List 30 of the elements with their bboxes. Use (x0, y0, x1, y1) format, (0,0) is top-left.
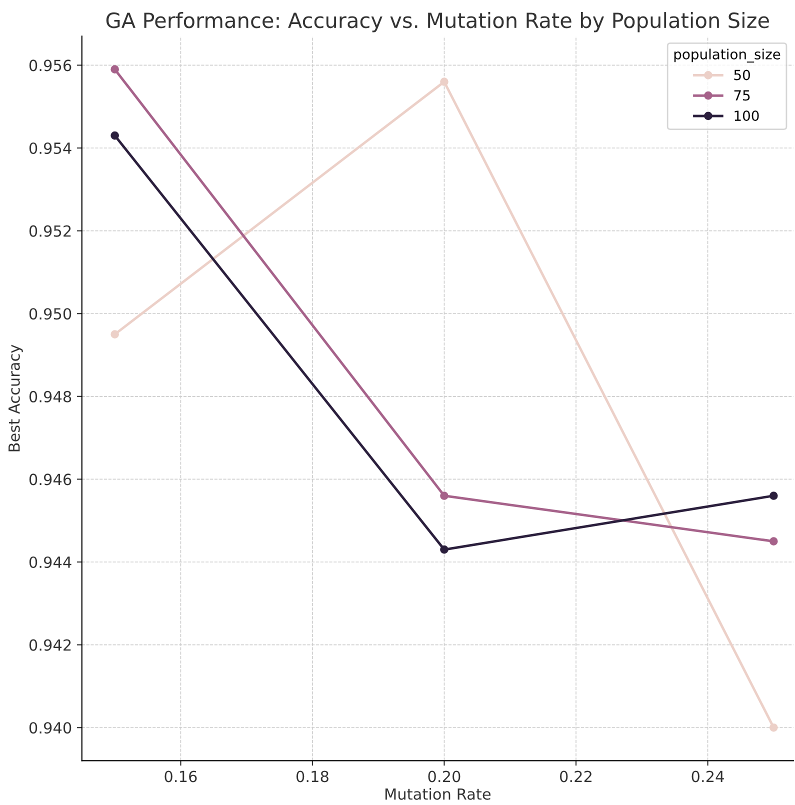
legend-label: 75 (734, 90, 750, 101)
x-tick-label: 0.20 (428, 770, 460, 782)
point (769, 537, 778, 546)
legend-label: 100 (734, 110, 759, 122)
point (769, 492, 778, 500)
x-tick-label: 0.16 (164, 770, 197, 782)
x-axis-title: Mutation Rate (385, 788, 491, 800)
point (110, 131, 119, 140)
y-tick-label: 0.940 (29, 722, 72, 734)
y-axis-title: Best Accuracy (8, 344, 23, 452)
y-tick-label: 0.952 (29, 225, 71, 237)
legend-title: population_size (674, 48, 780, 63)
point (110, 330, 119, 338)
point (440, 492, 448, 500)
point (440, 545, 448, 554)
point (110, 65, 119, 74)
x-tick-label: 0.22 (560, 770, 592, 782)
y-tick-label: 0.944 (29, 556, 72, 568)
point (440, 78, 448, 86)
y-tick-label: 0.950 (29, 308, 72, 320)
y-tick-label: 0.946 (29, 474, 72, 486)
point (769, 723, 778, 732)
y-tick-label: 0.956 (29, 60, 72, 72)
x-tick-label: 0.24 (692, 770, 724, 782)
chart-title: GA Performance: Accuracy vs. Mutation Rate by Population Size (106, 12, 769, 32)
x-tick-label: 0.18 (296, 770, 328, 782)
legend-label: 50 (734, 70, 750, 80)
y-tick-label: 0.954 (29, 142, 72, 154)
y-tick-label: 0.942 (29, 639, 71, 651)
y-tick-label: 0.948 (29, 390, 72, 402)
